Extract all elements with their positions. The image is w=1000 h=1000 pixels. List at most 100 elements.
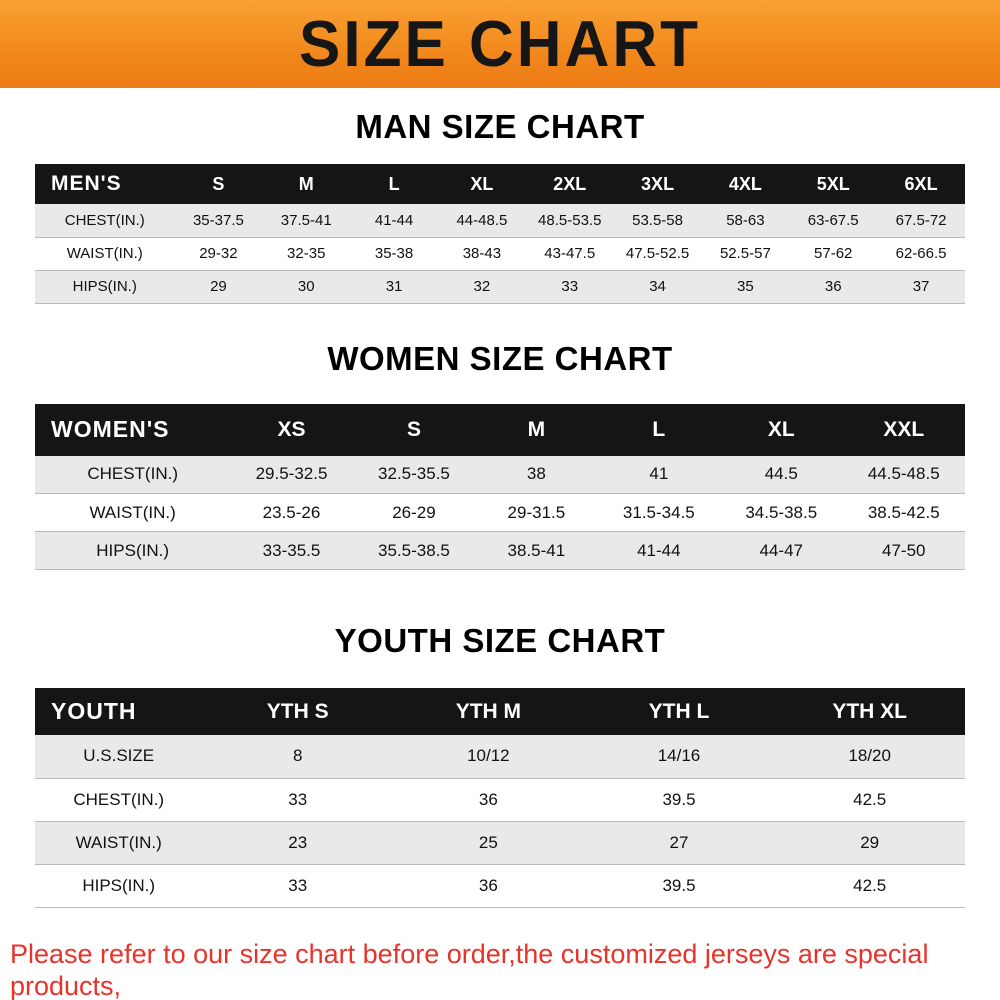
size-value-cell: 44-47 xyxy=(720,531,843,570)
size-value-cell: 10/12 xyxy=(393,735,584,779)
size-value-cell: 34 xyxy=(613,270,702,304)
man-section-title: MAN SIZE CHART xyxy=(355,108,645,145)
size-column-header: XXL xyxy=(842,403,965,456)
size-value-cell: 67.5-72 xyxy=(877,204,965,238)
measurement-row-label: U.S.SIZE xyxy=(35,735,203,779)
size-column-header: 3XL xyxy=(613,164,702,204)
man-size-table: MEN'S S M L XL 2XL 3XL 4XL 5XL 6XL CHEST(IN.) 35-37… xyxy=(35,164,965,304)
size-value-cell: 8 xyxy=(202,735,394,779)
size-value-cell: 36 xyxy=(393,864,584,908)
youth-section-title: YOUTH SIZE CHART xyxy=(334,622,666,659)
measurement-row: WAIST(IN.) 23.5-26 26-29 29-31.5 31.5-34.5 34… xyxy=(35,493,965,532)
measurement-row: HIPS(IN.) 33 36 39.5 42.5 xyxy=(35,864,965,908)
women-size-table: WOMEN'S XS S M L XL XXL CHEST(IN.) 29.5-32.5 32.5… xyxy=(35,403,965,570)
size-value-cell: 29 xyxy=(774,821,965,865)
size-value-cell: 44.5 xyxy=(720,455,843,494)
size-value-cell: 58-63 xyxy=(701,204,790,238)
size-value-cell: 35-38 xyxy=(350,237,438,271)
measurement-row: WAIST(IN.) 29-32 32-35 35-38 38-43 43-47.5 47.… xyxy=(35,237,965,271)
size-column-header: 2XL xyxy=(525,164,614,204)
youth-size-table: YOUTH YTH S YTH M YTH L YTH XL U.S.SIZE 8 10/12… xyxy=(35,688,965,908)
measurement-row: CHEST(IN.) 29.5-32.5 32.5-35.5 38 41 44.5 44.5… xyxy=(35,455,965,494)
size-value-cell: 37 xyxy=(877,270,965,304)
size-column-header: 4XL xyxy=(701,164,790,204)
measurement-row: WAIST(IN.) 23 25 27 29 xyxy=(35,821,965,865)
size-column-header: S xyxy=(174,164,263,204)
size-value-cell: 57-62 xyxy=(789,237,878,271)
size-value-cell: 31.5-34.5 xyxy=(597,493,721,532)
size-column-header: 6XL xyxy=(877,164,965,204)
size-value-cell: 35-37.5 xyxy=(174,204,263,238)
size-value-cell: 39.5 xyxy=(583,864,775,908)
size-value-cell: 32.5-35.5 xyxy=(352,455,476,494)
size-value-cell: 52.5-57 xyxy=(701,237,790,271)
size-value-cell: 29 xyxy=(174,270,263,304)
size-value-cell: 38-43 xyxy=(437,237,526,271)
measurement-row: CHEST(IN.) 35-37.5 37.5-41 41-44 44-48.5 48.5… xyxy=(35,204,965,238)
size-value-cell: 23 xyxy=(202,821,394,865)
size-value-cell: 33 xyxy=(202,864,394,908)
size-value-cell: 32-35 xyxy=(262,237,351,271)
size-value-cell: 39.5 xyxy=(583,778,775,822)
size-column-header: S xyxy=(352,403,476,456)
size-value-cell: 53.5-58 xyxy=(613,204,702,238)
size-value-cell: 26-29 xyxy=(352,493,476,532)
size-value-cell: 37.5-41 xyxy=(262,204,351,238)
size-value-cell: 35.5-38.5 xyxy=(352,531,476,570)
table-corner-label: WOMEN'S xyxy=(35,403,231,456)
size-value-cell: 36 xyxy=(393,778,584,822)
size-column-header: M xyxy=(262,164,351,204)
youth-size-section: YOUTH SIZE CHART YOUTH YTH S YTH M YTH L YTH… xyxy=(0,622,1000,908)
size-value-cell: 35 xyxy=(701,270,790,304)
measurement-row: CHEST(IN.) 33 36 39.5 42.5 xyxy=(35,778,965,822)
size-value-cell: 30 xyxy=(262,270,351,304)
size-value-cell: 29.5-32.5 xyxy=(230,455,353,494)
banner: SIZE CHART xyxy=(0,0,1000,88)
footer-note-line-1: Please refer to our size chart before or… xyxy=(10,938,929,1000)
size-value-cell: 62-66.5 xyxy=(877,237,965,271)
size-value-cell: 33 xyxy=(525,270,614,304)
size-column-header: L xyxy=(597,403,721,456)
size-value-cell: 33-35.5 xyxy=(230,531,353,570)
measurement-row: HIPS(IN.) 29 30 31 32 33 34 35 36 37 xyxy=(35,270,965,304)
man-size-section: MAN SIZE CHART MEN'S S M L XL 2XL 3XL 4XL 5XL 6XL… xyxy=(0,108,1000,304)
size-column-header: M xyxy=(475,403,598,456)
size-value-cell: 29-31.5 xyxy=(475,493,598,532)
measurement-row-label: CHEST(IN.) xyxy=(35,778,203,822)
size-column-header: 5XL xyxy=(789,164,878,204)
size-value-cell: 14/16 xyxy=(583,735,775,779)
measurement-row-label: CHEST(IN.) xyxy=(35,204,175,238)
banner-title: SIZE CHART xyxy=(299,7,701,81)
measurement-row-label: HIPS(IN.) xyxy=(35,270,175,304)
table-header-row: YOUTH YTH S YTH M YTH L YTH XL xyxy=(35,688,965,735)
measurement-row: U.S.SIZE 8 10/12 14/16 18/20 xyxy=(35,735,965,779)
size-value-cell: 41-44 xyxy=(597,531,721,570)
measurement-row-label: HIPS(IN.) xyxy=(35,531,231,570)
size-value-cell: 41-44 xyxy=(350,204,438,238)
table-corner-label: MEN'S xyxy=(35,164,175,204)
size-value-cell: 38.5-41 xyxy=(475,531,598,570)
size-column-header: YTH S xyxy=(202,688,394,735)
size-value-cell: 23.5-26 xyxy=(230,493,353,532)
size-column-header: YTH M xyxy=(393,688,584,735)
size-value-cell: 47.5-52.5 xyxy=(613,237,702,271)
size-value-cell: 63-67.5 xyxy=(789,204,878,238)
size-value-cell: 42.5 xyxy=(774,864,965,908)
size-column-header: XL xyxy=(437,164,526,204)
measurement-row-label: WAIST(IN.) xyxy=(35,237,175,271)
size-column-header: YTH XL xyxy=(774,688,965,735)
measurement-row-label: WAIST(IN.) xyxy=(35,493,231,532)
size-value-cell: 44.5-48.5 xyxy=(842,455,965,494)
measurement-row: HIPS(IN.) 33-35.5 35.5-38.5 38.5-41 41-44 44-… xyxy=(35,531,965,570)
table-header-row: MEN'S S M L XL 2XL 3XL 4XL 5XL 6XL xyxy=(35,164,965,204)
size-value-cell: 25 xyxy=(393,821,584,865)
size-value-cell: 29-32 xyxy=(174,237,263,271)
size-value-cell: 18/20 xyxy=(774,735,965,779)
size-value-cell: 44-48.5 xyxy=(437,204,526,238)
size-value-cell: 43-47.5 xyxy=(525,237,614,271)
size-column-header: L xyxy=(350,164,438,204)
table-header-row: WOMEN'S XS S M L XL XXL xyxy=(35,403,965,456)
table-corner-label: YOUTH xyxy=(35,688,203,735)
size-column-header: YTH L xyxy=(583,688,775,735)
